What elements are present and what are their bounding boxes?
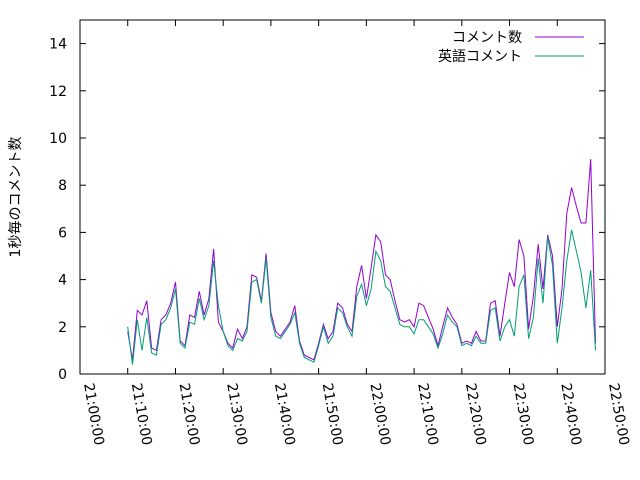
y-tick-label: 14 bbox=[49, 37, 67, 53]
series-line-2 bbox=[127, 229, 596, 365]
y-axis-label: 1秒毎のコメント数 bbox=[8, 137, 24, 258]
x-tick-label: 21:40:00 bbox=[271, 382, 298, 447]
legend-label: 英語コメント bbox=[438, 48, 522, 65]
x-tick-label: 21:30:00 bbox=[223, 382, 250, 447]
x-tick-label: 21:20:00 bbox=[176, 382, 203, 447]
y-tick-label: 0 bbox=[58, 367, 67, 383]
plot-frame bbox=[79, 19, 606, 375]
y-tick-label: 4 bbox=[58, 273, 67, 289]
x-tick-label: 21:00:00 bbox=[80, 382, 107, 447]
y-tick-label: 8 bbox=[58, 178, 67, 194]
series-line-1 bbox=[127, 159, 596, 361]
legend-label: コメント数 bbox=[452, 30, 522, 46]
y-tick-label: 10 bbox=[49, 131, 67, 147]
x-tick-label: 21:10:00 bbox=[128, 382, 155, 447]
series-lines bbox=[127, 159, 596, 365]
y-axis-ticks: 0 2 4 6 8 10 12 14 bbox=[49, 37, 605, 383]
x-tick-label: 21:50:00 bbox=[319, 382, 346, 447]
y-tick-label: 6 bbox=[58, 225, 67, 241]
x-tick-label: 22:40:00 bbox=[557, 382, 584, 447]
x-tick-label: 22:30:00 bbox=[510, 382, 537, 447]
x-tick-label: 22:00:00 bbox=[366, 382, 393, 447]
x-axis-ticks: 21:00:00 21:10:00 21:20:00 21:30:00 21:40:00… bbox=[79, 20, 632, 447]
y-tick-label: 12 bbox=[49, 84, 67, 100]
x-tick-label: 22:50:00 bbox=[605, 382, 632, 447]
y-tick-label: 2 bbox=[58, 320, 67, 336]
x-tick-label: 22:10:00 bbox=[414, 382, 441, 447]
x-tick-label: 22:20:00 bbox=[462, 382, 489, 447]
